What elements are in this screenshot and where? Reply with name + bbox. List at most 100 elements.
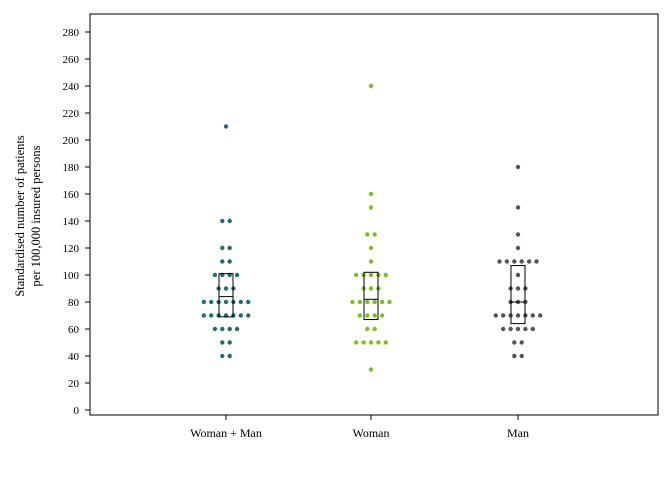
y-tick-label-60: 60 <box>68 324 80 336</box>
data-point <box>493 313 498 318</box>
y-tick-label-140: 140 <box>63 216 80 228</box>
data-point <box>227 259 232 264</box>
data-point <box>372 232 377 237</box>
data-point <box>379 299 385 305</box>
data-point <box>234 272 240 278</box>
x-axis: Woman + Man Woman Man <box>190 415 529 440</box>
data-point <box>523 326 528 332</box>
series-group-0 <box>201 124 251 359</box>
y-tick-label-120: 120 <box>63 243 80 255</box>
data-point <box>512 353 517 359</box>
y-tick-label-220: 220 <box>63 108 80 120</box>
data-point <box>365 313 370 318</box>
data-point <box>365 326 370 332</box>
data-point <box>227 326 232 332</box>
y-tick-label-100: 100 <box>63 270 80 282</box>
y-tick-label-200: 200 <box>63 135 80 147</box>
data-point <box>512 340 517 345</box>
data-point <box>357 299 363 305</box>
y-tick-label-160: 160 <box>63 189 80 201</box>
y-tick-label-80: 80 <box>68 297 80 309</box>
data-point <box>368 259 374 264</box>
box-1 <box>363 271 379 321</box>
data-point <box>368 205 374 210</box>
data-point <box>238 313 243 318</box>
data-point <box>209 299 214 305</box>
data-point <box>519 340 524 345</box>
data-point <box>212 272 218 278</box>
box-2 <box>510 265 526 325</box>
data-point <box>227 353 232 359</box>
data-point <box>220 218 225 224</box>
data-point <box>238 299 243 305</box>
data-point <box>354 340 359 345</box>
y-axis-title-line-1: Standardised number of patients <box>13 135 27 297</box>
data-point <box>372 299 377 305</box>
data-point <box>372 326 377 332</box>
y-tick-label-40: 40 <box>68 351 80 363</box>
data-point <box>515 286 521 291</box>
data-point <box>357 313 363 318</box>
data-point <box>354 272 359 278</box>
data-point <box>512 259 517 264</box>
data-point <box>227 245 232 251</box>
chart-marks <box>201 83 543 372</box>
data-point <box>368 286 374 291</box>
data-point <box>220 245 225 251</box>
y-tick-label-180: 180 <box>63 162 80 174</box>
data-point <box>515 245 521 251</box>
data-point <box>368 245 374 251</box>
data-point <box>227 218 232 224</box>
data-point <box>379 313 385 318</box>
data-point <box>368 83 374 89</box>
y-tick-label-240: 240 <box>63 81 80 93</box>
data-point <box>227 340 232 345</box>
data-point <box>209 313 214 318</box>
x-category-label-2: Man <box>507 426 529 440</box>
data-point <box>223 299 229 305</box>
data-point <box>220 353 225 359</box>
data-point <box>519 353 524 359</box>
data-point <box>497 259 502 264</box>
data-point <box>368 191 374 197</box>
data-point <box>201 313 206 318</box>
data-point <box>515 205 521 210</box>
data-point <box>515 272 521 278</box>
data-point <box>534 259 539 264</box>
data-point <box>501 326 506 332</box>
data-point <box>220 326 225 332</box>
data-point <box>519 259 524 264</box>
data-point <box>350 299 355 305</box>
x-category-label-1: Woman <box>352 426 389 440</box>
data-point <box>376 340 381 345</box>
data-point <box>368 367 374 372</box>
data-point <box>365 299 370 305</box>
y-tick-label-280: 280 <box>63 27 80 39</box>
data-point <box>372 313 377 318</box>
data-point <box>368 272 374 278</box>
data-point <box>526 259 532 264</box>
data-point <box>538 313 543 318</box>
data-point <box>201 299 206 305</box>
box-0 <box>218 273 234 318</box>
data-point <box>220 259 225 264</box>
y-axis-title-line-2: per 100,000 insured persons <box>29 145 43 286</box>
plot-frame <box>89 13 659 416</box>
data-point <box>501 313 506 318</box>
data-point <box>234 326 240 332</box>
data-point <box>530 313 535 318</box>
data-point <box>212 326 218 332</box>
data-point <box>515 326 521 332</box>
data-point <box>365 232 370 237</box>
data-point <box>246 299 251 305</box>
data-point <box>504 259 510 264</box>
data-point <box>223 286 229 291</box>
data-point <box>383 272 388 278</box>
series-group-2 <box>493 164 543 359</box>
data-point <box>387 299 392 305</box>
data-point <box>515 232 521 237</box>
data-point <box>383 340 388 345</box>
series-group-1 <box>350 83 392 372</box>
x-category-label-0: Woman + Man <box>190 426 262 440</box>
